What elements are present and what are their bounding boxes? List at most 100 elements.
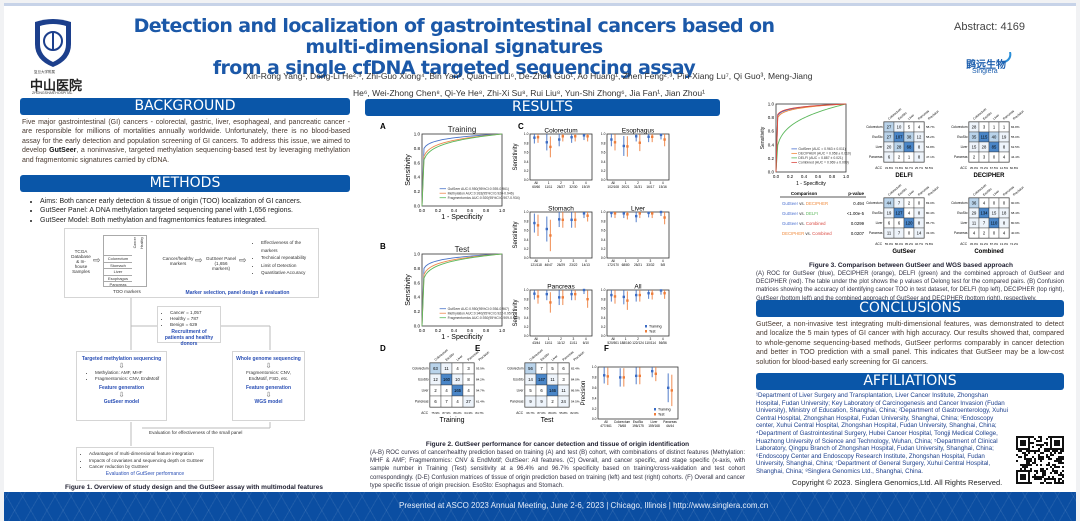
training-point <box>651 369 654 373</box>
x-tick-label: 0.6 <box>467 328 474 333</box>
test-point <box>574 292 577 296</box>
y-tick-label: 0.2 <box>592 407 597 411</box>
x-tick-label: All <box>534 259 538 263</box>
matrix-value: 3 <box>983 155 986 160</box>
x-tick-label: 4 <box>662 259 664 263</box>
legend-entry: DELFI (AUC = 0.887 ± 0.021) <box>798 156 843 160</box>
qr-code-icon[interactable] <box>1016 436 1064 484</box>
x-tick-label: 46/47 <box>545 263 553 267</box>
gutseer-name: GutSeer <box>49 147 77 155</box>
acc-label: ACC <box>875 166 882 170</box>
y-tick-label: 0.4 <box>524 238 529 242</box>
matrix-value: 11 <box>561 388 566 393</box>
cancer-healthy-markers: Cancer/healthy markers <box>162 256 194 266</box>
test-point <box>638 374 641 378</box>
x-tick-label: 1.0 <box>499 208 506 213</box>
matrix-value: 3 <box>562 377 565 382</box>
test-point <box>663 292 666 295</box>
row-label: Pancreas <box>415 400 429 404</box>
test-point <box>622 376 625 379</box>
roc-frame <box>421 253 503 327</box>
y-tick-label: 1.0 <box>524 132 529 136</box>
acc-value: 87.3% <box>990 242 999 246</box>
row-label: EsoSto <box>957 135 968 139</box>
matrix-value: 10 <box>455 377 460 382</box>
x-tick-label: 31/31 <box>634 185 642 189</box>
legend-entry: Test <box>658 412 664 416</box>
y-tick-label: 0.6 <box>601 307 606 311</box>
confusion-matrix-title: Test <box>541 417 554 424</box>
training-point <box>635 293 638 297</box>
matrix-value: 4 <box>1003 155 1006 160</box>
column-label: EsoSto <box>897 111 908 121</box>
row-label: Liver <box>876 221 884 225</box>
x-tick-label: 110/114 <box>645 341 656 345</box>
x-tick-label: 0.0 <box>773 174 780 179</box>
methods-heading: METHODS <box>20 175 350 192</box>
precision-value: 44.4% <box>1011 155 1020 159</box>
test-point <box>613 295 617 298</box>
matrix-value: 12 <box>433 377 438 382</box>
matrix-value: 7 <box>983 221 986 226</box>
matrix-value: 0 <box>993 155 996 160</box>
legend-entry: GutSeer AUC:0.950(95%CI:0.939-0.961) <box>448 187 509 191</box>
matrix-value: 63 <box>433 366 438 371</box>
acc-value: 87.9% <box>442 411 451 415</box>
matrix-value: 4 <box>467 388 470 393</box>
matrix-value: 4 <box>983 201 986 206</box>
test-point <box>626 299 629 302</box>
precision-value: 55.0% <box>1011 135 1020 139</box>
column-label: Precision <box>573 350 586 362</box>
y-axis-label: Sensitivity <box>513 221 519 248</box>
training-point <box>622 144 625 148</box>
matrix-value: 9 <box>529 399 532 404</box>
x-tick-label: 102/108 <box>607 185 619 189</box>
column-label: Pancreas <box>1002 109 1015 121</box>
precision-value: 54.5% <box>571 400 580 404</box>
x-tick-label: 0.0 <box>419 328 426 333</box>
wgs-features: Fragmentomics: CNV, EndMotif, FSD, etc. <box>246 370 291 381</box>
matrix-value: 6 <box>540 388 543 393</box>
row-label: Pancreas <box>954 231 968 235</box>
matrix-value: 8 <box>1003 145 1006 150</box>
y-tick-label: 0.6 <box>601 151 606 155</box>
column-label: EsoSto <box>445 352 456 362</box>
stage-plot-frame <box>606 211 670 259</box>
matrix-value: 8 <box>1003 221 1006 226</box>
precision-value: 47.1% <box>926 155 935 159</box>
row-label: Colorectum <box>951 125 968 129</box>
roc-title: Test <box>455 245 470 254</box>
row-label: EsoSto <box>872 211 883 215</box>
training-point <box>659 289 663 292</box>
matrix-value: 7 <box>898 201 901 206</box>
affiliations-list: ¹Department of Liver Surgery and Transpl… <box>756 392 1008 475</box>
x-tick-label: 2 <box>560 181 562 185</box>
roc-curve-0 <box>421 133 503 207</box>
methods-bullet: GutSeer Model: Both methylation and frag… <box>40 216 360 225</box>
precision-value: 58.7% <box>926 125 935 129</box>
y-tick-label: 0.0 <box>601 256 606 260</box>
y-axis-label: Sensitivity <box>513 299 519 326</box>
gutseer-model-label: GutSeer model <box>103 399 140 405</box>
figure3: 0.00.0 0.2 0.2 0.4 0.4 0.6 0.6 0.8 0.8 1.0 1.0 1 - … <box>760 102 1025 256</box>
x-tick-label: 3 <box>573 181 575 185</box>
x-axis-label: 1 - Specificity <box>796 181 826 187</box>
comparison-part: GutSeer <box>782 211 799 216</box>
training-point <box>647 292 650 295</box>
training-point <box>582 288 586 292</box>
training-point <box>582 212 586 215</box>
legend-entry: Fragmentomics AUC:0.920(95%CI:0.907-0.93… <box>448 196 520 200</box>
y-tick-label: 0.4 <box>414 295 421 300</box>
matrix-cell <box>462 395 475 408</box>
matrix-value: 5 <box>529 388 532 393</box>
test-point <box>638 212 641 215</box>
footer-text: Presented at ASCO 2023 Annual Meeting, J… <box>399 501 769 510</box>
y-tick-label: 0.6 <box>524 151 529 155</box>
eval-item: Limit of Detection <box>261 262 318 270</box>
perf-item: Advantages of multi-dimensional feature … <box>89 451 213 458</box>
y-tick-label: 1.0 <box>601 210 606 214</box>
test-point <box>651 212 654 215</box>
singlera-logo-cn: 鹍远生物 <box>966 60 1006 71</box>
hollow-arrow-icon: ⇨ <box>239 255 247 265</box>
eval-item: Technical repeatability <box>261 254 318 262</box>
